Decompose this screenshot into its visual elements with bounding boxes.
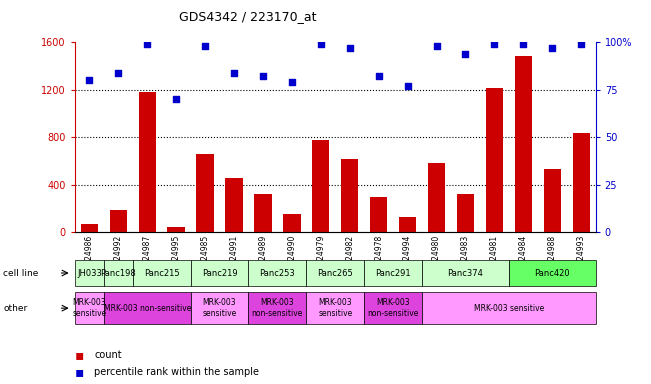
Bar <box>572 132 590 232</box>
Point <box>142 41 152 47</box>
Bar <box>167 227 185 232</box>
Bar <box>109 210 127 232</box>
Point <box>576 41 587 47</box>
Point <box>518 41 529 47</box>
Point <box>374 73 384 79</box>
Bar <box>370 197 387 232</box>
Bar <box>515 56 532 232</box>
Text: MRK-003 sensitive: MRK-003 sensitive <box>474 304 544 313</box>
Bar <box>81 224 98 232</box>
Text: Panc219: Panc219 <box>202 268 238 278</box>
Bar <box>544 169 561 232</box>
Text: percentile rank within the sample: percentile rank within the sample <box>94 367 259 377</box>
Text: ▪: ▪ <box>75 366 84 379</box>
Text: MRK-003
sensitive: MRK-003 sensitive <box>318 298 352 318</box>
Point <box>344 45 355 51</box>
Point <box>489 41 499 47</box>
Text: Panc253: Panc253 <box>260 268 296 278</box>
Text: MRK-003
sensitive: MRK-003 sensitive <box>72 298 107 318</box>
Text: Panc374: Panc374 <box>447 268 484 278</box>
Text: Panc420: Panc420 <box>534 268 570 278</box>
Point <box>547 45 557 51</box>
Point <box>229 70 239 76</box>
Bar <box>312 140 329 232</box>
Bar <box>139 91 156 232</box>
Point <box>432 43 442 49</box>
Bar <box>457 194 474 232</box>
Point <box>402 83 413 89</box>
Text: GDS4342 / 223170_at: GDS4342 / 223170_at <box>178 10 316 23</box>
Text: JH033: JH033 <box>77 268 102 278</box>
Point <box>113 70 124 76</box>
Point <box>200 43 210 49</box>
Bar <box>283 214 301 232</box>
Text: MRK-003
non-sensitive: MRK-003 non-sensitive <box>367 298 419 318</box>
Text: Panc291: Panc291 <box>376 268 411 278</box>
Point <box>460 51 471 57</box>
Text: MRK-003
non-sensitive: MRK-003 non-sensitive <box>252 298 303 318</box>
Bar <box>255 194 271 232</box>
Text: count: count <box>94 350 122 360</box>
Text: Panc198: Panc198 <box>100 268 136 278</box>
Bar <box>197 154 214 232</box>
Text: other: other <box>3 304 27 313</box>
Point <box>84 77 94 83</box>
Point <box>316 41 326 47</box>
Text: MRK-003
sensitive: MRK-003 sensitive <box>202 298 237 318</box>
Text: MRK-003 non-sensitive: MRK-003 non-sensitive <box>104 304 191 313</box>
Bar <box>341 159 359 232</box>
Bar <box>225 178 243 232</box>
Point <box>258 73 268 79</box>
Bar <box>399 217 416 232</box>
Text: Panc215: Panc215 <box>144 268 180 278</box>
Text: Panc265: Panc265 <box>318 268 353 278</box>
Text: ▪: ▪ <box>75 348 84 362</box>
Bar <box>428 164 445 232</box>
Bar <box>486 88 503 232</box>
Text: cell line: cell line <box>3 268 38 278</box>
Point <box>286 79 297 85</box>
Point <box>171 96 182 103</box>
